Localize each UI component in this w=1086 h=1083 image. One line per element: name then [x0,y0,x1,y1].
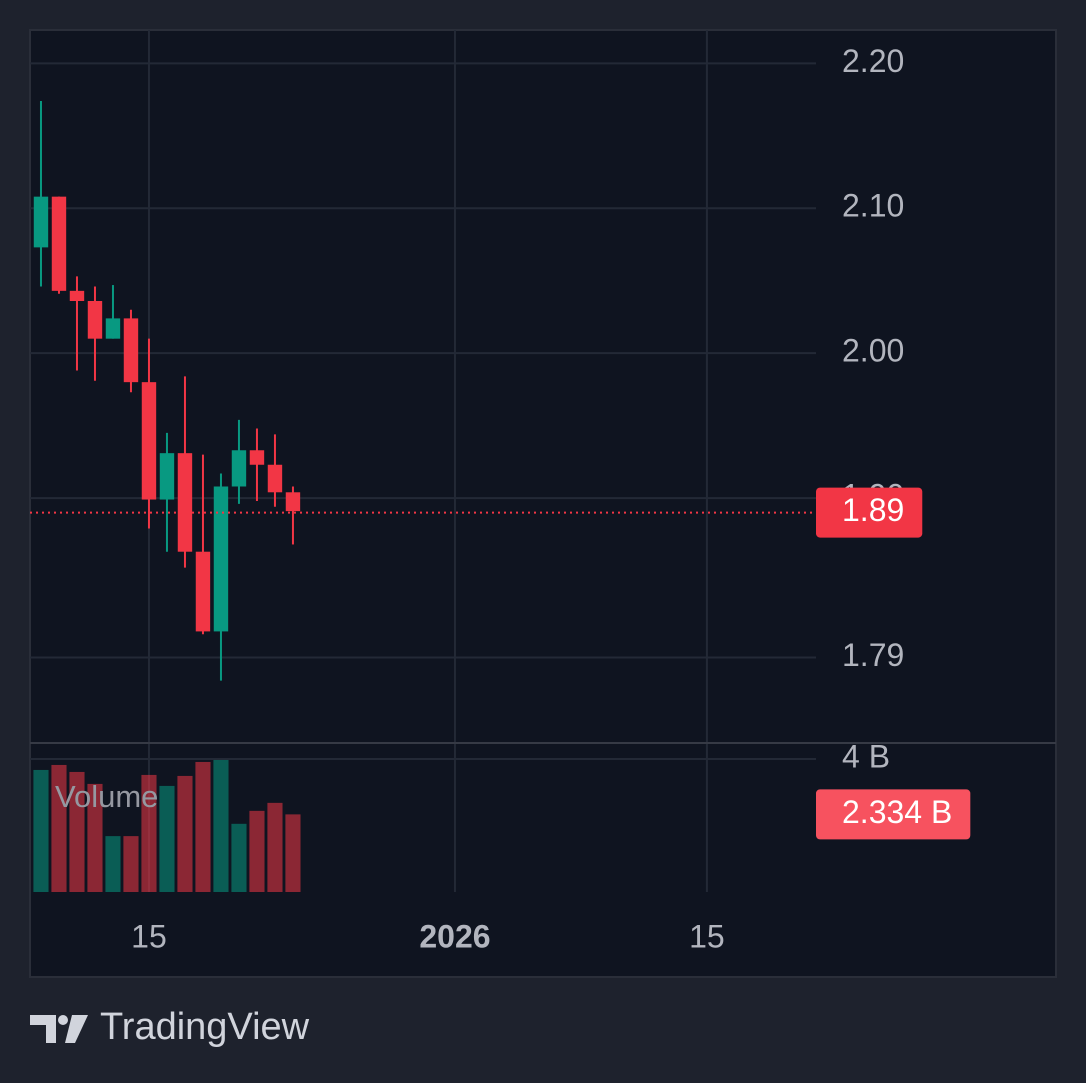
candle-body [69,290,85,301]
y-tick-label: 2.00 [842,333,904,369]
tradingview-logo [30,1015,88,1043]
last-price-tag [816,487,923,538]
y-tick-label: 2.10 [842,188,904,224]
volume-bar [69,771,85,892]
candle-body [213,486,229,632]
candle-body [105,318,121,339]
volume-bar [123,836,139,892]
volume-bar [195,761,211,892]
y-tick-label: 1.79 [842,637,904,673]
volume-bar [159,785,175,892]
volume-bar [267,802,283,892]
candle-body [285,492,301,512]
volume-bar [105,836,121,892]
candle-body [141,382,157,500]
volume-bar [177,775,193,892]
candle-body [231,450,247,487]
volume-label: Volume [55,779,158,814]
volume-bar [51,764,67,892]
x-tick-label: 2026 [419,918,490,954]
volume-last-tag [816,789,971,840]
x-tick-label: 15 [689,918,725,954]
volume-bar [33,769,49,892]
volume-bar [87,783,103,892]
volume-bar [141,774,157,892]
candle-body [51,196,67,291]
candle-body [267,464,283,493]
x-tick-label: 15 [131,918,167,954]
volume-bar [249,810,265,892]
volume-last-label: 2.334 B [842,794,952,830]
volume-tick-label: 4 B [842,738,890,774]
volume-bar [213,759,229,892]
y-tick-label: 2.20 [842,43,904,79]
volume-bar [285,814,301,892]
candle-body [249,450,265,465]
candle-body [123,318,139,383]
candle-body [195,551,211,632]
candle-body [177,453,193,552]
candle-body [87,300,103,339]
candle-body [33,196,49,248]
last-price-label: 1.89 [842,492,904,528]
brand: TradingView [100,1006,310,1048]
candle-body [159,453,175,500]
volume-bar [231,823,247,892]
